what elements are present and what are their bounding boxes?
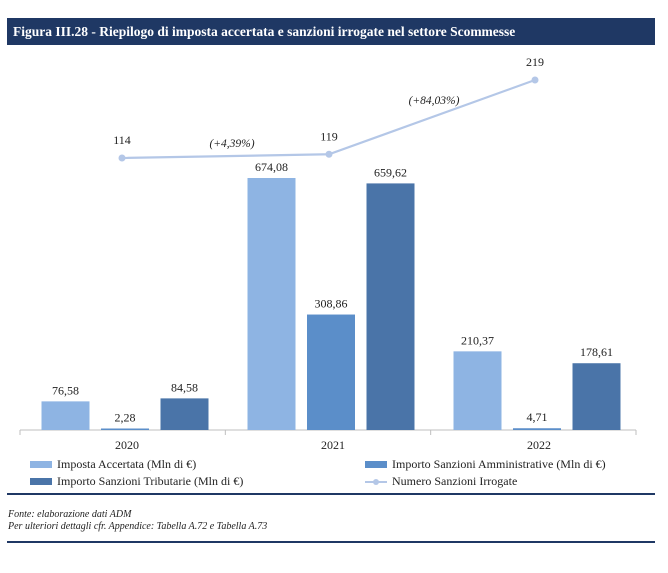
bar-value-label: 308,86 (315, 297, 348, 311)
x-tick-label: 2020 (115, 438, 139, 452)
bar (513, 428, 561, 430)
bar-value-label: 76,58 (52, 383, 79, 397)
bar-value-label: 2,28 (115, 411, 136, 425)
bar (160, 398, 209, 430)
legend-swatch-tributarie (30, 478, 52, 485)
legend-label-amministrative: Importo Sanzioni Amministrative (Mln di … (392, 457, 606, 471)
bar (101, 428, 149, 430)
bar (366, 183, 415, 430)
source-line-1: Fonte: elaborazione dati ADM (8, 509, 132, 520)
line-value-label: 119 (320, 129, 338, 143)
legend-label-tributarie: Importo Sanzioni Tributarie (Mln di €) (57, 474, 244, 488)
bar-value-label: 674,08 (255, 160, 288, 174)
line-series (121, 78, 536, 160)
bar-value-label: 4,71 (527, 410, 548, 424)
bar (572, 363, 621, 430)
x-tick-label: 2022 (527, 438, 551, 452)
legend-swatch-imposta (30, 461, 52, 468)
figure-title: Figura III.28 - Riepilogo di imposta acc… (7, 18, 655, 45)
chart-legend: Imposta Accertata (Mln di €) Importo San… (30, 455, 640, 489)
legend-item-imposta: Imposta Accertata (Mln di €) (30, 457, 196, 472)
line-point (531, 76, 539, 84)
bar-value-label: 178,61 (580, 345, 613, 359)
bar (247, 178, 296, 430)
line-value-label: 114 (113, 133, 131, 147)
source-line-2: Per ulteriori dettagli cfr. Appendice: T… (8, 521, 268, 532)
figure-source: Fonte: elaborazione dati ADM Per ulterio… (8, 509, 267, 533)
bar-value-label: 210,37 (461, 333, 494, 347)
legend-swatch-numero (365, 478, 387, 486)
line-point (118, 154, 126, 162)
bar (453, 351, 502, 430)
line-value-label: 219 (526, 55, 544, 69)
legend-item-amministrative: Importo Sanzioni Amministrative (Mln di … (365, 457, 606, 472)
legend-item-tributarie: Importo Sanzioni Tributarie (Mln di €) (30, 474, 243, 489)
footer-rule (7, 541, 655, 543)
chart: 76,58 2,28 84,58 2020 674,08 308,86 659,62 2021… (19, 55, 637, 452)
frame-rule (7, 493, 655, 495)
bar-value-label: 84,58 (171, 380, 198, 394)
growth-annotation: (+4,39%) (209, 138, 254, 150)
legend-item-numero: Numero Sanzioni Irrogate (365, 474, 517, 489)
legend-label-imposta: Imposta Accertata (Mln di €) (57, 457, 197, 471)
x-tick-label: 2021 (321, 438, 345, 452)
bar (307, 314, 355, 430)
bar-value-label: 659,62 (374, 165, 407, 179)
growth-annotation: (+84,03%) (409, 95, 460, 107)
line-point (325, 150, 333, 158)
bar (41, 401, 90, 430)
legend-label-numero: Numero Sanzioni Irrogate (392, 474, 518, 488)
legend-swatch-amministrative (365, 461, 387, 468)
